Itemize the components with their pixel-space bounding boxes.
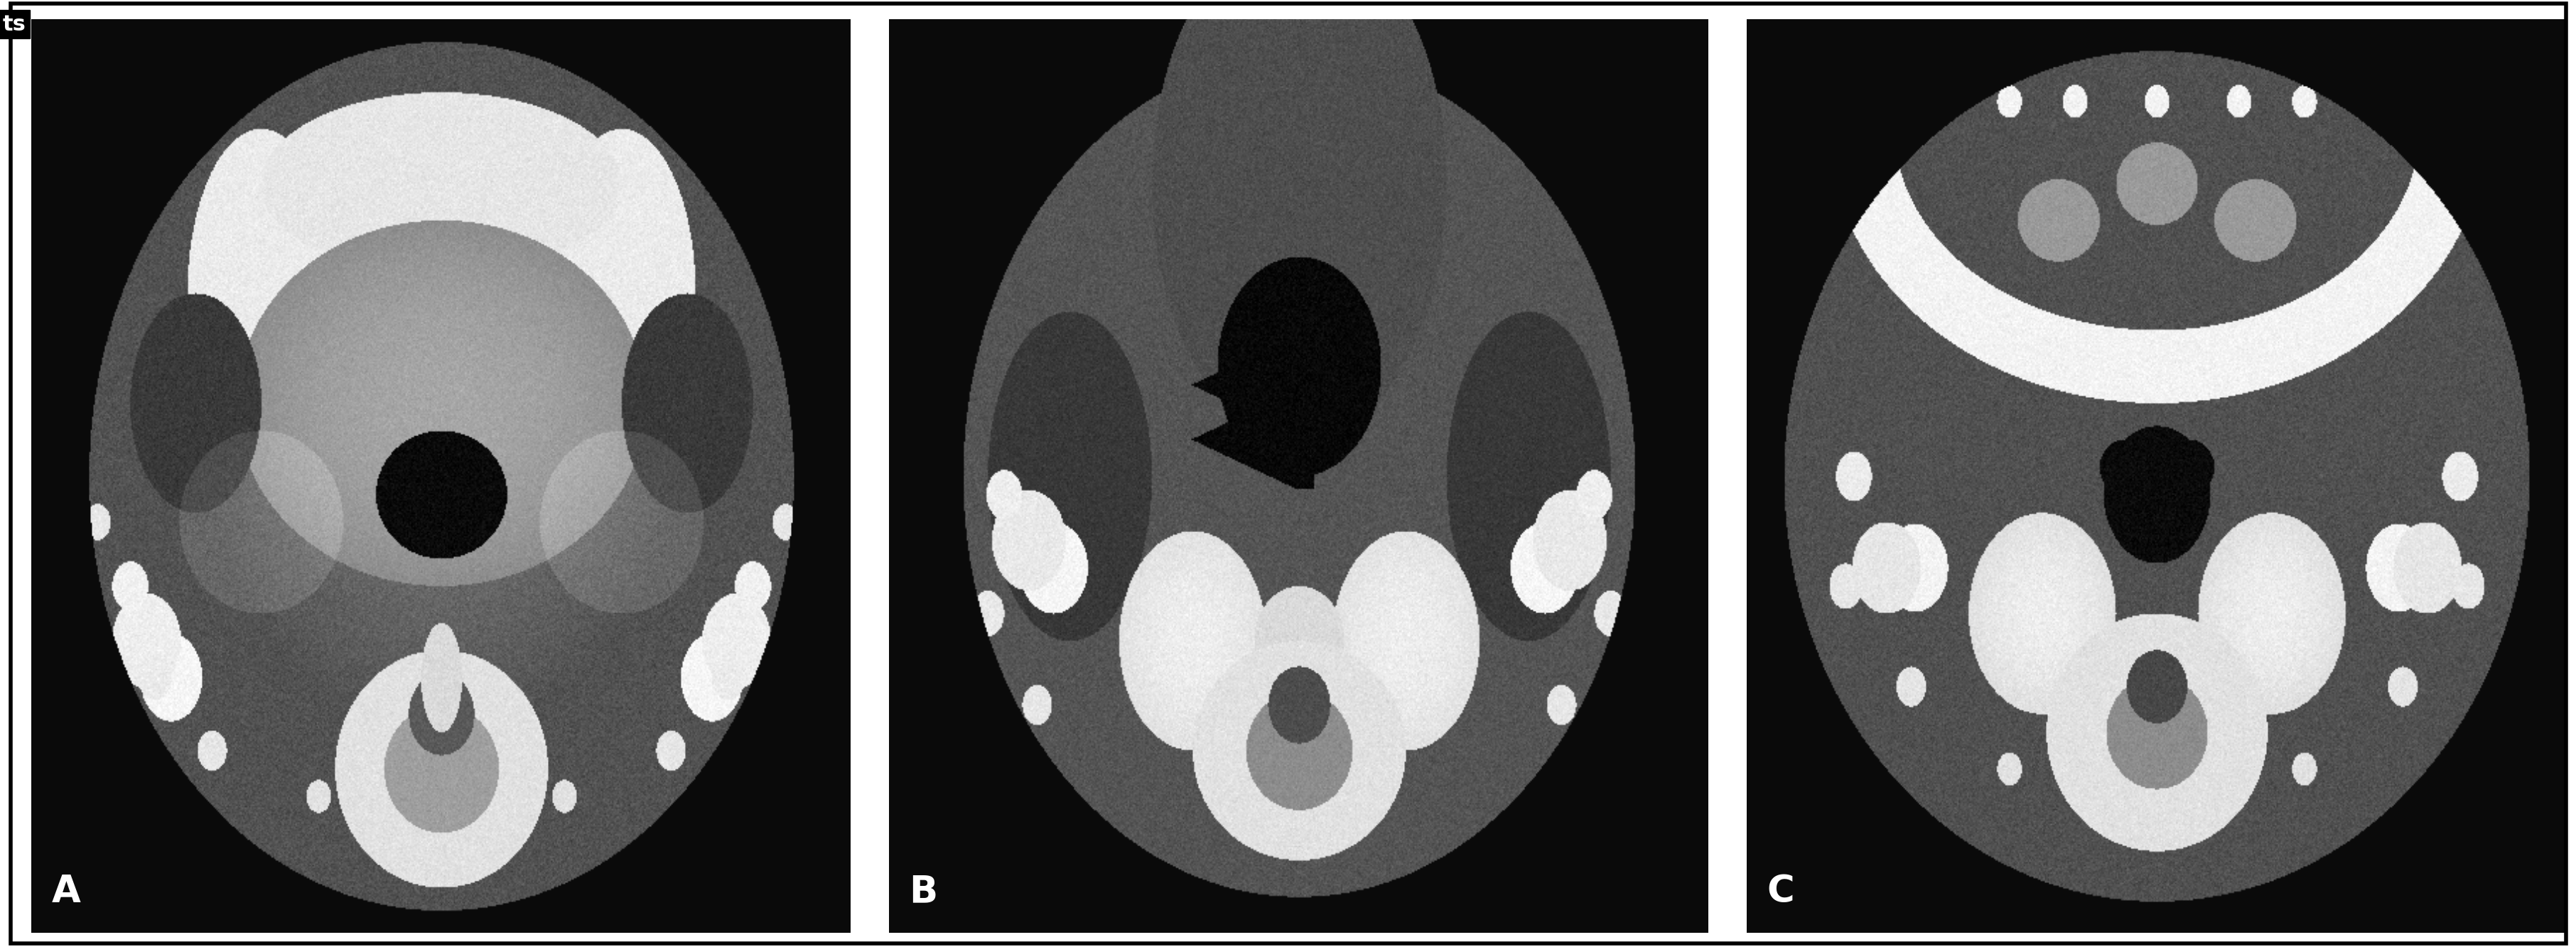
Text: C: C	[1767, 873, 1795, 910]
Text: A: A	[52, 873, 80, 910]
Text: ts: ts	[3, 14, 26, 35]
Text: B: B	[909, 873, 938, 910]
